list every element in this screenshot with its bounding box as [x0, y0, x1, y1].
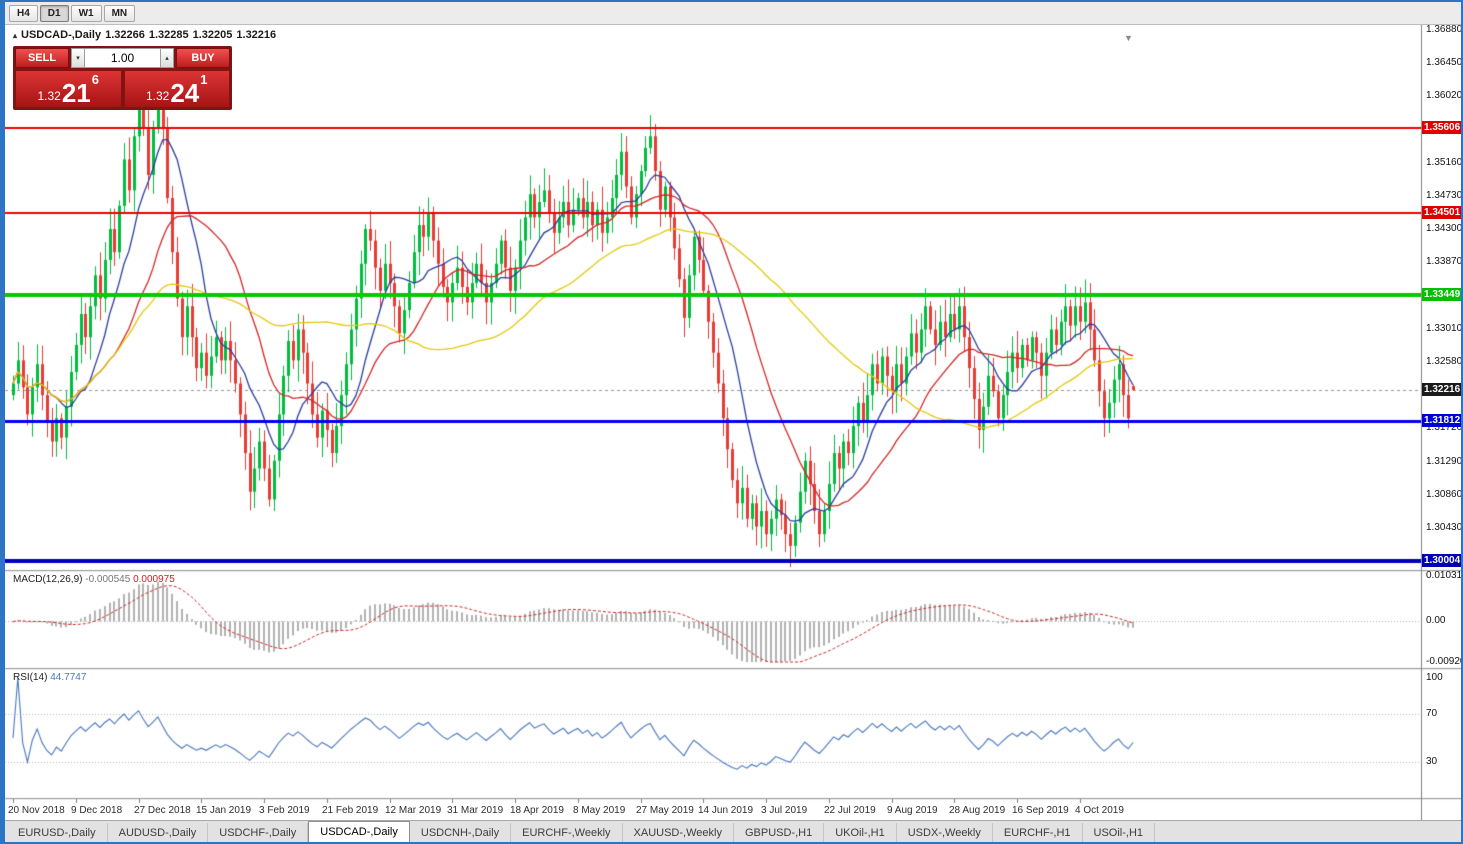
bid-price-big: 21	[61, 77, 91, 108]
chart-area[interactable]: ▴ USDCAD-,Daily 1.32266 1.32285 1.32205 1.322…	[5, 24, 1463, 821]
bid-price-prefix: 1.32	[37, 89, 61, 103]
chart-tab[interactable]: UKOil-,H1	[824, 823, 897, 842]
macd-axis-tick: 0.00	[1426, 615, 1446, 626]
ohlc-open: 1.32266	[105, 29, 145, 41]
date-axis-label: 8 May 2019	[573, 805, 626, 816]
price-axis-tick: 1.33870	[1426, 256, 1463, 267]
price-level-badge: 1.30004	[1422, 554, 1461, 567]
price-axis-tick: 1.36880	[1426, 24, 1463, 35]
date-axis-label: 3 Jul 2019	[761, 805, 808, 816]
chart-tab[interactable]: USDCHF-,Daily	[208, 823, 309, 842]
price-axis-tick: 1.31290	[1426, 456, 1463, 467]
rsi-axis-tick: 30	[1426, 756, 1438, 767]
bid-price[interactable]: 1.32 21 6	[15, 70, 122, 108]
date-axis-label: 27 May 2019	[636, 805, 694, 816]
volume-decrease-button[interactable]: ▾	[71, 48, 85, 68]
date-axis-label: 3 Feb 2019	[259, 805, 310, 816]
date-axis-label: 12 Mar 2019	[385, 805, 442, 816]
macd-main-value: -0.000545	[85, 574, 131, 585]
price-level-badge: 1.33449	[1422, 288, 1461, 301]
macd-axis-tick: 0.010311	[1426, 570, 1463, 581]
price-axis-tick: 1.30430	[1426, 522, 1463, 533]
date-axis-label: 9 Dec 2018	[71, 805, 123, 816]
date-axis-label: 15 Jan 2019	[196, 805, 252, 816]
price-axis-tick: 1.36450	[1426, 57, 1463, 68]
buy-button[interactable]: BUY	[176, 48, 230, 68]
price-level-badge: 1.34501	[1422, 206, 1461, 219]
chart-tab[interactable]: USDCNH-,Daily	[410, 823, 512, 842]
ohlc-high: 1.32285	[148, 29, 189, 41]
date-axis-label: 22 Jul 2019	[824, 805, 876, 816]
ask-price[interactable]: 1.32 24 1	[123, 70, 230, 108]
macd-name: MACD(12,26,9)	[13, 574, 83, 585]
timeframe-toolbar: H4 D1 W1 MN	[5, 2, 1461, 25]
volume-increase-button[interactable]: ▴	[160, 48, 174, 68]
rsi-axis-tick: 70	[1426, 708, 1438, 719]
date-axis-label: 4 Oct 2019	[1075, 805, 1124, 816]
date-axis-label: 18 Apr 2019	[510, 805, 564, 816]
price-level-badge: 1.32216	[1422, 383, 1461, 396]
price-axis-tick: 1.36020	[1426, 90, 1463, 101]
date-axis-label: 31 Mar 2019	[447, 805, 504, 816]
chart-tab[interactable]: USOil-,H1	[1083, 823, 1156, 842]
chart-tab[interactable]: GBPUSD-,H1	[734, 823, 825, 842]
date-axis-label: 21 Feb 2019	[322, 805, 379, 816]
date-axis-label: 14 Jun 2019	[698, 805, 754, 816]
price-axis-tick: 1.33010	[1426, 323, 1463, 334]
ohlc-low: 1.32205	[192, 29, 233, 41]
rsi-value: 44.7747	[50, 672, 87, 683]
macd-indicator-label: MACD(12,26,9) -0.000545 0.000975	[13, 574, 175, 585]
chart-tab[interactable]: USDCAD-,Daily	[308, 821, 410, 842]
symbol-marker-icon: ▴	[13, 31, 18, 40]
timeframe-button-w1[interactable]: W1	[70, 4, 102, 22]
price-axis-tick: 1.34730	[1426, 190, 1463, 201]
chart-tab[interactable]: EURUSD-,Daily	[7, 823, 108, 842]
volume-input[interactable]	[85, 48, 160, 68]
price-axis-tick: 1.30860	[1426, 489, 1463, 500]
rsi-indicator-label: RSI(14) 44.7747	[13, 672, 86, 683]
rsi-name: RSI(14)	[13, 672, 48, 683]
price-axis-tick: 1.35160	[1426, 157, 1463, 168]
macd-signal-value: 0.000975	[133, 574, 175, 585]
symbol-ohlc-header: ▴ USDCAD-,Daily 1.32266 1.32285 1.32205 1.322…	[13, 29, 280, 41]
timeframe-button-mn[interactable]: MN	[103, 4, 136, 22]
ask-price-big: 24	[170, 77, 200, 108]
date-axis-label: 28 Aug 2019	[949, 805, 1006, 816]
date-axis-label: 20 Nov 2018	[8, 805, 65, 816]
bid-price-pip: 6	[91, 72, 99, 87]
timeframe-button-h4[interactable]: H4	[9, 4, 38, 22]
chart-tab[interactable]: USDX-,Weekly	[897, 823, 993, 842]
timeframe-button-d1[interactable]: D1	[39, 4, 69, 22]
chart-tab[interactable]: XAUUSD-,Weekly	[623, 823, 734, 842]
price-level-badge: 1.35606	[1422, 121, 1461, 134]
sell-button[interactable]: SELL	[15, 48, 69, 68]
rsi-axis-tick: 100	[1426, 672, 1443, 683]
price-level-badge: 1.31812	[1422, 414, 1461, 427]
price-axis-tick: 1.32580	[1426, 356, 1463, 367]
chart-tab-bar: EURUSD-,Daily AUDUSD-,Daily USDCHF-,Daily U…	[5, 820, 1461, 842]
chart-tab[interactable]: AUDUSD-,Daily	[108, 823, 209, 842]
volume-control: ▾ ▴	[71, 48, 174, 68]
date-axis-label: 16 Sep 2019	[1012, 805, 1069, 816]
chart-shift-marker-icon: ▼	[1124, 33, 1133, 43]
ohlc-close: 1.32216	[236, 29, 277, 41]
ask-price-prefix: 1.32	[145, 89, 170, 103]
date-axis-label: 9 Aug 2019	[887, 805, 938, 816]
macd-axis-tick: -0.009203	[1426, 656, 1461, 667]
down-arrow-icon: ▾	[76, 55, 80, 62]
price-axis-tick: 1.34300	[1426, 223, 1463, 234]
ask-price-pip: 1	[200, 72, 208, 87]
chart-tab[interactable]: EURCHF-,H1	[993, 823, 1083, 842]
date-axis-label: 27 Dec 2018	[134, 805, 191, 816]
chart-tab[interactable]: EURCHF-,Weekly	[511, 823, 623, 842]
price-chart-canvas[interactable]	[5, 25, 1461, 821]
up-arrow-icon: ▴	[165, 55, 169, 62]
price-axis-tick: 1.31720	[1426, 422, 1463, 433]
symbol-name: USDCAD-,Daily	[21, 29, 102, 41]
